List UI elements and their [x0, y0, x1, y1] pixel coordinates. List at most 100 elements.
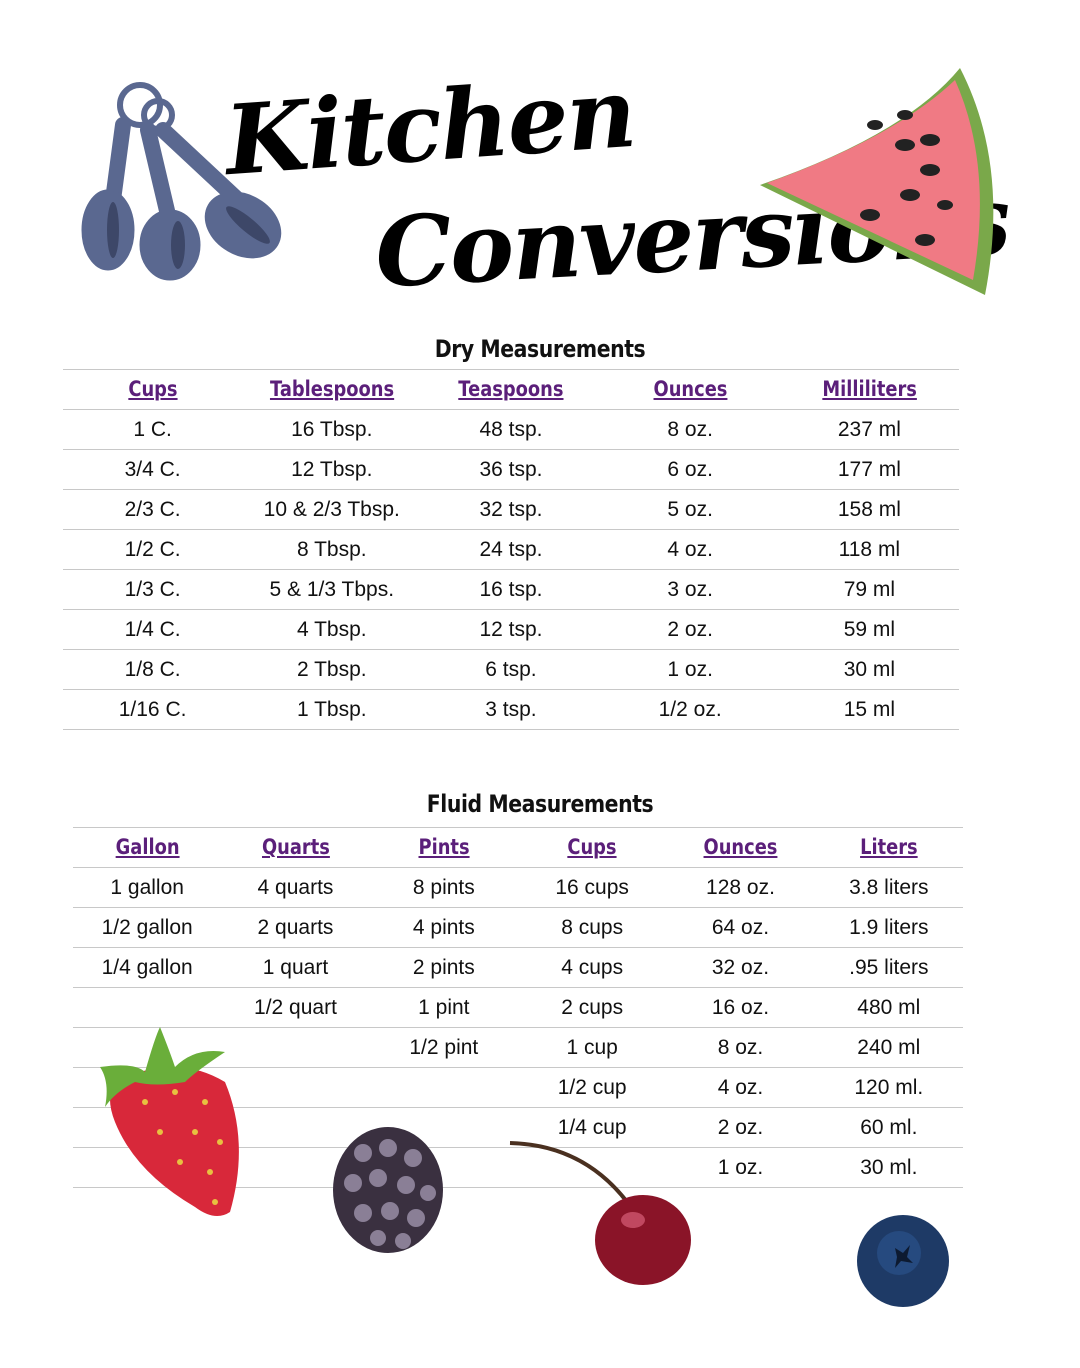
table-cell: 16 tsp.	[421, 569, 601, 610]
table-cell: 1/2 oz.	[600, 689, 780, 730]
table-cell: 1/2 cup	[517, 1067, 667, 1108]
table-row: 1/8 C. 2 Tbsp. 6 tsp. 1 oz. 30 ml	[63, 649, 959, 690]
table-cell: 48 tsp.	[421, 409, 601, 450]
table-cell: 118 ml	[779, 529, 959, 570]
table-cell: 3 oz.	[600, 569, 780, 610]
column-header: Liters	[814, 827, 963, 868]
table-cell: 10 & 2/3 Tbsp.	[242, 489, 422, 530]
header-pints: Pints	[418, 835, 470, 859]
table-cell: 6 tsp.	[421, 649, 601, 690]
column-header: Tablespoons	[242, 369, 422, 410]
table-cell: 1 Tbsp.	[242, 689, 422, 730]
table-cell: 1/8 C.	[63, 649, 243, 690]
header-cups: Cups	[127, 377, 178, 401]
table-cell: 36 tsp.	[421, 449, 601, 490]
header-milliliters: Milliliters	[822, 377, 917, 401]
table-cell: 4 quarts	[221, 867, 370, 908]
watermelon-icon	[760, 68, 994, 295]
table-cell: 59 ml	[779, 609, 959, 650]
table-cell: 128 oz.	[666, 867, 815, 908]
table-cell: 1 C.	[63, 409, 243, 450]
measuring-spoons-icon	[81, 82, 282, 281]
table-cell: 1/4 cup	[517, 1107, 667, 1148]
table-cell: 6 oz.	[600, 449, 780, 490]
table-cell	[369, 1067, 518, 1108]
table-cell	[221, 1107, 370, 1148]
table-cell: 30 ml	[779, 649, 959, 690]
table-cell: 2 oz.	[600, 609, 780, 650]
column-header: Teaspoons	[421, 369, 601, 410]
header-ounces: Ounces	[653, 377, 728, 401]
table-cell: 12 Tbsp.	[242, 449, 422, 490]
table-cell: 4 cups	[517, 947, 667, 988]
table-row: 1/16 C. 1 Tbsp. 3 tsp. 1/2 oz. 15 ml	[63, 689, 959, 730]
header-tablespoons: Tablespoons	[269, 377, 394, 401]
table-header-row: Gallon Quarts Pints Cups Ounces Liters	[73, 827, 963, 868]
table-cell: 1 oz.	[600, 649, 780, 690]
table-cell: 15 ml	[779, 689, 959, 730]
header-gallon: Gallon	[115, 835, 180, 859]
table-cell: 16 Tbsp.	[242, 409, 422, 450]
fluid-measurements-title: Fluid Measurements	[426, 790, 654, 818]
table-cell	[221, 1027, 370, 1068]
table-cell: 4 Tbsp.	[242, 609, 422, 650]
blueberry-icon	[857, 1215, 949, 1307]
table-cell: 24 tsp.	[421, 529, 601, 570]
table-cell: 8 Tbsp.	[242, 529, 422, 570]
fluid-measurements-table: Gallon Quarts Pints Cups Ounces Liters 1…	[73, 827, 963, 1188]
table-row: 1/4 gallon 1 quart 2 pints 4 cups 32 oz. .95 …	[73, 947, 963, 988]
column-header: Pints	[369, 827, 518, 868]
column-header: Ounces	[666, 827, 815, 868]
table-cell: .95 liters	[814, 947, 963, 988]
table-row: 1/2 C. 8 Tbsp. 24 tsp. 4 oz. 118 ml	[63, 529, 959, 570]
table-cell: 5 & 1/3 Tbps.	[242, 569, 422, 610]
table-cell: 1.9 liters	[814, 907, 963, 948]
column-header: Cups	[63, 369, 243, 410]
table-cell: 1/4 gallon	[73, 947, 222, 988]
table-cell: 4 pints	[369, 907, 518, 948]
table-cell: 8 pints	[369, 867, 518, 908]
table-cell: 12 tsp.	[421, 609, 601, 650]
table-cell: 240 ml	[814, 1027, 963, 1068]
table-cell: 1/2 quart	[221, 987, 370, 1028]
table-cell: 2 cups	[517, 987, 667, 1028]
table-row: 2/3 C. 10 & 2/3 Tbsp. 32 tsp. 5 oz. 158 ml	[63, 489, 959, 530]
table-cell: 8 cups	[517, 907, 667, 948]
table-cell: 3 tsp.	[421, 689, 601, 730]
table-cell: 1 cup	[517, 1027, 667, 1068]
table-cell: 16 oz.	[666, 987, 815, 1028]
dry-measurements-title: Dry Measurements	[434, 335, 646, 363]
table-cell: 64 oz.	[666, 907, 815, 948]
table-row: 1/2 quart 1 pint 2 cups 16 oz. 480 ml	[73, 987, 963, 1028]
table-cell: 32 tsp.	[421, 489, 601, 530]
table-cell: 1/2 gallon	[73, 907, 222, 948]
column-header: Quarts	[221, 827, 370, 868]
table-cell: 2 oz.	[666, 1107, 815, 1148]
table-cell: 1 quart	[221, 947, 370, 988]
header-ounces: Ounces	[703, 835, 778, 859]
table-cell: 1 gallon	[73, 867, 222, 908]
table-cell: 2 quarts	[221, 907, 370, 948]
table-cell: 1/3 C.	[63, 569, 243, 610]
table-cell: 237 ml	[779, 409, 959, 450]
table-row: 3/4 C. 12 Tbsp. 36 tsp. 6 oz. 177 ml	[63, 449, 959, 490]
table-cell: 2 Tbsp.	[242, 649, 422, 690]
table-cell: 2/3 C.	[63, 489, 243, 530]
table-row: 1/2 gallon 2 quarts 4 pints 8 cups 64 oz. 1.9…	[73, 907, 963, 948]
table-cell: 8 oz.	[666, 1027, 815, 1068]
cherry-icon	[509, 1141, 691, 1285]
table-cell: 79 ml	[779, 569, 959, 610]
header-liters: Liters	[860, 835, 918, 859]
table-cell: 158 ml	[779, 489, 959, 530]
table-cell: 1/2 pint	[369, 1027, 518, 1068]
table-cell: 1/2 C.	[63, 529, 243, 570]
table-cell: 4 oz.	[600, 529, 780, 570]
table-cell: 1/4 C.	[63, 609, 243, 650]
table-cell: 1/16 C.	[63, 689, 243, 730]
table-cell: 8 oz.	[600, 409, 780, 450]
table-row: 1/3 C. 5 & 1/3 Tbps. 16 tsp. 3 oz. 79 ml	[63, 569, 959, 610]
table-row: 1/4 C. 4 Tbsp. 12 tsp. 2 oz. 59 ml	[63, 609, 959, 650]
table-row: 1 C. 16 Tbsp. 48 tsp. 8 oz. 237 ml	[63, 409, 959, 450]
table-cell: 1 oz.	[666, 1147, 815, 1188]
table-cell	[73, 987, 222, 1028]
